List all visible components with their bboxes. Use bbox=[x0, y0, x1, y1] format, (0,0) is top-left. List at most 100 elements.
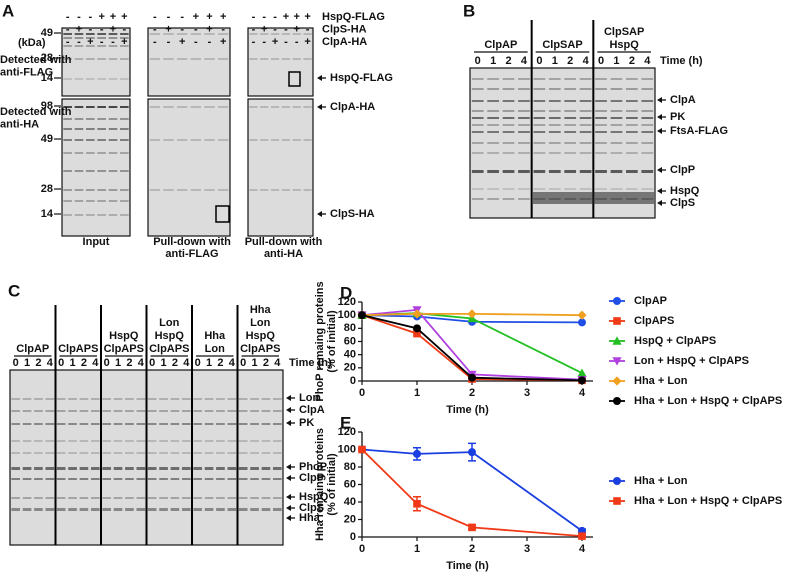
time-label: 0 bbox=[240, 357, 246, 369]
gel-band bbox=[45, 497, 55, 499]
sign: - bbox=[252, 11, 256, 23]
gel-band bbox=[108, 45, 118, 47]
y-tick-label: 0 bbox=[350, 375, 356, 387]
gel-band bbox=[270, 33, 280, 35]
gel-band bbox=[108, 118, 118, 120]
gel-band bbox=[626, 142, 638, 144]
gel-band bbox=[595, 142, 607, 144]
group-label: ClpAPS bbox=[149, 343, 189, 355]
arrow-head bbox=[657, 200, 662, 206]
group-label: HspQ bbox=[609, 39, 639, 51]
gel-band bbox=[163, 139, 174, 141]
gel bbox=[61, 98, 131, 237]
gel-band bbox=[626, 110, 638, 112]
gel-band bbox=[86, 128, 95, 130]
panel-label: E bbox=[340, 413, 351, 432]
sign: + bbox=[294, 23, 300, 35]
gel-band bbox=[170, 440, 180, 442]
gel-band bbox=[125, 508, 134, 511]
gel-band bbox=[90, 440, 100, 442]
lane-group-label: anti-HA bbox=[264, 248, 303, 260]
gel-band bbox=[22, 410, 32, 412]
gel-band bbox=[74, 45, 84, 47]
gel-band bbox=[303, 33, 312, 35]
gel-band bbox=[487, 152, 499, 154]
gel-band bbox=[79, 478, 89, 480]
lane-group-label: Input bbox=[83, 236, 110, 248]
gel-band bbox=[193, 398, 203, 400]
marker-label: 14 bbox=[41, 72, 54, 84]
gel-band bbox=[90, 423, 100, 425]
gel-band bbox=[217, 189, 229, 191]
x-tick-label: 0 bbox=[359, 387, 365, 399]
band-label: FtsA-FLAG bbox=[670, 125, 728, 137]
arrow-head bbox=[286, 505, 291, 511]
band-label: ClpP bbox=[670, 164, 695, 176]
gel-band bbox=[159, 478, 168, 480]
gel-band bbox=[227, 398, 237, 400]
gel-band bbox=[641, 170, 654, 173]
gel-band bbox=[170, 423, 180, 425]
gel-band bbox=[136, 398, 146, 400]
gel-band bbox=[579, 117, 592, 119]
gel-band bbox=[90, 410, 100, 412]
gel-band bbox=[113, 398, 123, 400]
time-label: 1 bbox=[552, 55, 558, 67]
sign: + bbox=[272, 36, 278, 48]
gel-band bbox=[249, 139, 258, 141]
sign: - bbox=[180, 23, 184, 35]
x-tick-label: 4 bbox=[579, 387, 586, 399]
series-line bbox=[361, 448, 583, 538]
gel-band bbox=[136, 478, 146, 480]
gel-band bbox=[502, 117, 515, 119]
sign: - bbox=[153, 23, 157, 35]
time-label: 2 bbox=[505, 55, 511, 67]
sign: - bbox=[167, 11, 171, 23]
gel-band bbox=[261, 398, 271, 400]
gel-band bbox=[190, 33, 202, 35]
time-label: 0 bbox=[13, 357, 19, 369]
gel-band bbox=[190, 189, 202, 191]
gel-band bbox=[204, 58, 215, 60]
sign: + bbox=[220, 11, 226, 23]
y-axis-label: (% of initial) bbox=[326, 310, 338, 373]
legend-marker bbox=[613, 477, 621, 485]
gel-band bbox=[34, 440, 43, 442]
gel-band bbox=[292, 33, 301, 35]
sign: - bbox=[66, 11, 70, 23]
gel-band bbox=[136, 497, 146, 499]
x-tick-label: 3 bbox=[524, 543, 530, 555]
x-tick-label: 2 bbox=[469, 543, 475, 555]
x-tick-label: 4 bbox=[579, 543, 586, 555]
gel-band bbox=[217, 58, 229, 60]
band-label: HspQ-FLAG bbox=[330, 72, 393, 84]
gel-band bbox=[292, 139, 301, 141]
gel-band bbox=[193, 508, 203, 511]
gel-band bbox=[56, 478, 66, 480]
gel-band bbox=[108, 58, 118, 60]
gel-band bbox=[272, 478, 282, 480]
band-label: ClpP bbox=[299, 472, 324, 484]
group-label: HspQ bbox=[109, 330, 139, 342]
gel-band bbox=[487, 124, 499, 126]
gel-band bbox=[149, 189, 161, 191]
gel-band bbox=[74, 106, 84, 108]
gel-band bbox=[518, 142, 530, 144]
gel-band bbox=[90, 398, 100, 400]
gel-band bbox=[579, 142, 592, 144]
gel-band bbox=[159, 423, 168, 425]
gel-band bbox=[533, 152, 546, 154]
gel-band bbox=[11, 452, 21, 454]
time-label: 0 bbox=[536, 55, 542, 67]
gel-band bbox=[548, 110, 561, 112]
gel-band bbox=[281, 139, 291, 141]
gel-band bbox=[216, 497, 225, 499]
gel-band bbox=[471, 110, 484, 112]
gel-band bbox=[595, 131, 607, 133]
time-label: 2 bbox=[217, 357, 223, 369]
gel-band bbox=[227, 452, 237, 454]
gel-band bbox=[45, 452, 55, 454]
arrow-head bbox=[657, 97, 662, 103]
gel-band bbox=[204, 139, 215, 141]
gel-band bbox=[97, 170, 106, 172]
